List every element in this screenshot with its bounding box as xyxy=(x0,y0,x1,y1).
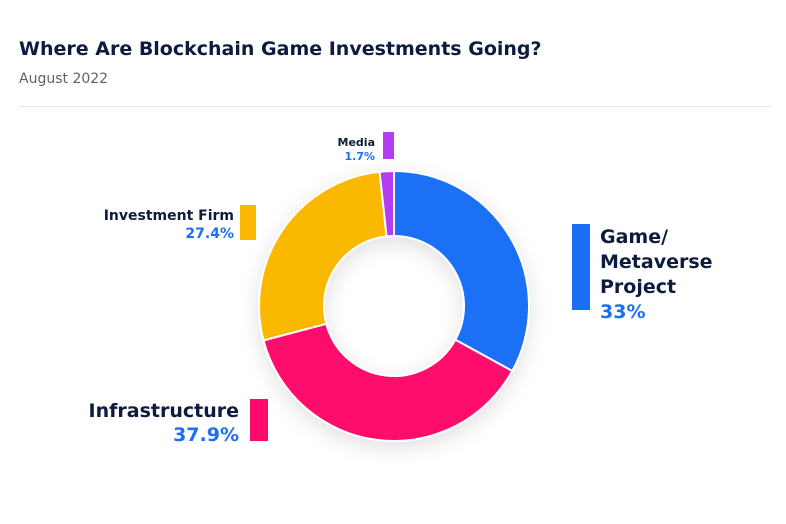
chart-title: Where Are Blockchain Game Investments Go… xyxy=(19,38,542,60)
slice-media xyxy=(378,169,395,238)
slice-infrastructure xyxy=(262,322,514,442)
chart-subtitle: August 2022 xyxy=(19,71,109,87)
slice-label-game-metaverse-project: Game/ xyxy=(600,226,668,248)
slice-value-infrastructure: 37.9% xyxy=(173,424,239,446)
slice-investment-firm xyxy=(258,170,388,342)
slice-game-metaverse-project xyxy=(393,169,530,373)
label-marker-investment-firm xyxy=(240,205,256,240)
slice-value-investment-firm: 27.4% xyxy=(185,226,234,242)
slice-value-game-metaverse-project: 33% xyxy=(600,301,645,323)
slice-labels: Game/Metaverse Project 33% Infrastructure37… xyxy=(89,132,713,446)
slice-label-investment-firm: Investment Firm xyxy=(104,208,234,224)
label-marker-infrastructure xyxy=(250,399,268,441)
label-marker-media xyxy=(383,132,394,159)
slice-label-media: Media xyxy=(338,136,375,149)
slice-value-media: 1.7% xyxy=(344,150,375,163)
slice-label-infrastructure: Infrastructure xyxy=(89,400,239,422)
donut-slices xyxy=(258,169,530,442)
slice-label-game-metaverse-project: Project xyxy=(600,276,676,298)
slice-label-game-metaverse-project: Metaverse xyxy=(600,251,713,273)
header-divider xyxy=(19,106,771,107)
label-marker-game-metaverse-project xyxy=(572,224,590,310)
